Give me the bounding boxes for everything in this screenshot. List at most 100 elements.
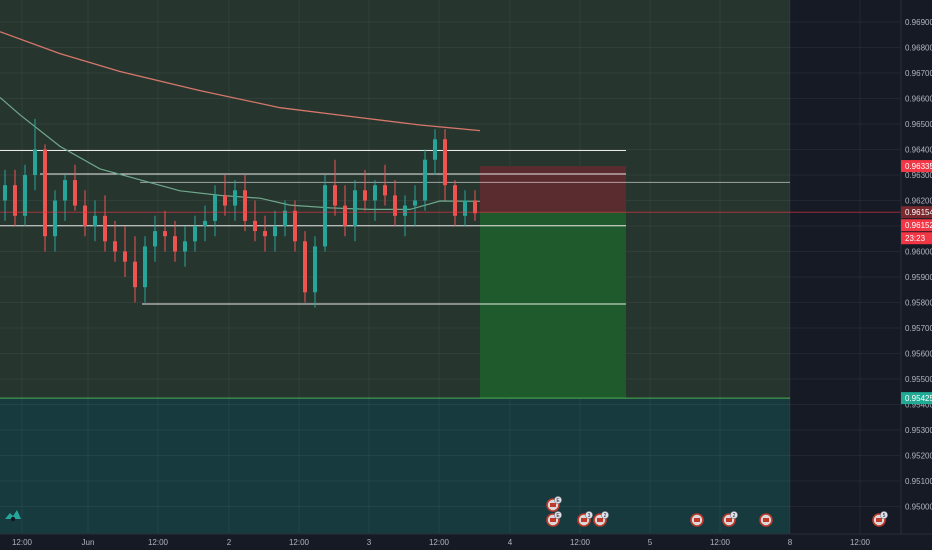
candle-body (143, 246, 147, 288)
candle (463, 190, 467, 226)
candle-body (153, 231, 157, 247)
event-flag-glyph (550, 518, 556, 522)
event-flag-glyph (550, 503, 556, 507)
time-tick-label: 8 (788, 538, 793, 547)
price-tick-label: 0.96700 (905, 69, 932, 78)
candle (313, 236, 317, 308)
candle-body (313, 246, 317, 293)
candle (183, 226, 187, 267)
economic-event-marker[interactable]: 2 (593, 511, 609, 527)
candlestick-series (3, 118, 477, 308)
candle (53, 190, 57, 252)
economic-event-marker[interactable]: E (546, 496, 562, 512)
candle (293, 200, 297, 252)
candle-body (403, 205, 407, 216)
event-count-label: E (556, 498, 560, 504)
candle-body (53, 200, 57, 237)
candle-body (303, 241, 307, 293)
candle (393, 180, 397, 226)
time-tick-label: 2 (227, 538, 232, 547)
candle-body (223, 195, 227, 206)
price-tick-label: 0.96400 (905, 146, 932, 155)
candle-body (443, 139, 447, 186)
economic-event-marker[interactable]: 2 (722, 511, 738, 527)
price-axis[interactable] (901, 0, 932, 550)
candle-body (183, 241, 187, 252)
economic-event-marker[interactable] (759, 513, 773, 527)
candle-body (273, 226, 277, 237)
price-tick-label: 0.96300 (905, 171, 932, 180)
bar-countdown-tag-background (901, 232, 932, 245)
candle (323, 175, 327, 252)
candle (233, 180, 237, 221)
price-labels: 0.96335 0.96154 0.96152 23:23 0.95425 (901, 160, 932, 405)
event-flag-glyph (876, 518, 882, 522)
time-axis[interactable] (0, 534, 932, 550)
time-axis-ticks: 12:00 Jun 12:00 2 12:00 3 12:00 4 12:00 5 12:00 8 12… (12, 538, 871, 547)
event-count-badge (554, 496, 562, 504)
price-tick-label: 0.96800 (905, 44, 932, 53)
stop-loss-zone[interactable] (480, 166, 626, 213)
candle-body (123, 251, 127, 262)
economic-event-marker[interactable]: E (546, 511, 562, 527)
bar-countdown-tag: 23:23 (901, 232, 932, 245)
event-flag-glyph (581, 518, 587, 522)
candle (283, 200, 287, 237)
candle (403, 195, 407, 237)
event-count-badge (554, 511, 562, 519)
candle (433, 129, 437, 175)
candle-body (23, 175, 27, 216)
candle-body (93, 215, 97, 226)
candle-body (163, 231, 167, 237)
event-count-label: 2 (733, 513, 736, 519)
candle-body (413, 200, 417, 206)
current-price-tag-background (901, 206, 932, 219)
take-profit-price-tag-background (901, 392, 932, 405)
time-tick-label: 12:00 (850, 538, 871, 547)
candle-body (33, 149, 37, 175)
candle (83, 190, 87, 237)
candle (103, 195, 107, 252)
candle (203, 205, 207, 242)
economic-event-marker[interactable]: 5 (872, 511, 888, 527)
candle-body (473, 200, 477, 214)
event-flag-glyph (763, 518, 769, 522)
candle-body (233, 190, 237, 206)
candle-body (283, 210, 287, 226)
stop-loss-price-tag-text: 0.96335 (905, 162, 932, 171)
candle (133, 236, 137, 303)
candle-body (83, 205, 87, 226)
candle (113, 220, 117, 262)
candle (153, 215, 157, 262)
time-tick-label: 12:00 (710, 538, 731, 547)
slow-moving-average-line (0, 31, 481, 132)
time-tick-label: 12:00 (289, 538, 310, 547)
stop-loss-price-tag-background (901, 160, 932, 173)
event-count-label: E (556, 513, 560, 519)
candle-body (433, 139, 437, 160)
price-tick-label: 0.96600 (905, 95, 932, 104)
candle (223, 175, 227, 216)
economic-event-marker[interactable]: 3 (577, 511, 593, 527)
time-tick-label: 12:00 (570, 538, 591, 547)
event-markers[interactable]: E E 3 2 2 5 (546, 496, 888, 527)
candle-body (213, 195, 217, 221)
candle (443, 129, 447, 201)
time-tick-label: Jun (82, 538, 95, 547)
economic-event-marker[interactable] (690, 513, 704, 527)
event-count-badge (880, 511, 888, 519)
time-tick-label: 4 (508, 538, 513, 547)
candle-body (253, 220, 257, 232)
event-count-label: 3 (588, 513, 591, 519)
candle-body (193, 226, 197, 242)
candle (93, 200, 97, 242)
price-tick-label: 0.95900 (905, 273, 932, 282)
candle-body (3, 185, 7, 201)
current-price-tag-text: 0.96154 (905, 208, 932, 217)
candle-body (293, 210, 297, 242)
candle-body (73, 180, 77, 206)
take-profit-zone[interactable] (480, 212, 626, 399)
tradingview-logo-icon[interactable] (4, 507, 22, 523)
